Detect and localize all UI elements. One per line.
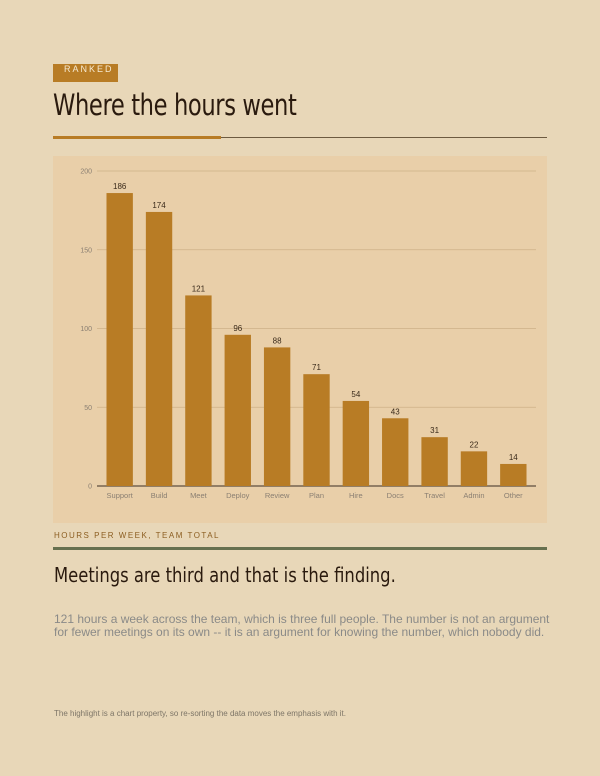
bar [224, 334, 251, 486]
x-tick-label: Build [151, 491, 168, 500]
bar [342, 400, 370, 486]
x-tick-label: Deploy [226, 491, 250, 500]
bar [382, 418, 409, 486]
finding-headline: Meetings are third and that is the findi… [54, 563, 396, 587]
bar-value-label: 71 [312, 363, 321, 372]
bar-value-label: 121 [192, 284, 206, 293]
x-tick-label: Hire [349, 491, 363, 500]
bar-value-label: 174 [152, 201, 166, 210]
bar-value-label: 54 [351, 390, 360, 399]
y-tick-label: 100 [80, 326, 92, 333]
section-divider [53, 547, 547, 550]
y-tick-label: 0 [88, 484, 92, 491]
bar-chart: 0 50 100 150 200 186 Support 174 Build 121 Meet 96 D… [80, 169, 536, 500]
bar [185, 295, 212, 486]
finding-body: 121 hours a week across the team, which … [54, 612, 550, 639]
x-tick-label: Support [107, 491, 134, 500]
y-tick-label: 200 [80, 169, 92, 176]
bar-value-label: 14 [509, 453, 518, 462]
title-rule [53, 137, 547, 138]
section-tag: RANKED [53, 64, 118, 82]
chart-caption: HOURS PER WEEK, TEAM TOTAL [54, 531, 220, 540]
bar [106, 193, 133, 487]
bar-value-label: 96 [233, 324, 242, 333]
bar-value-label: 31 [430, 426, 439, 435]
bar-value-label: 88 [273, 336, 282, 345]
bar [145, 211, 173, 486]
y-tick-label: 150 [80, 247, 92, 254]
x-tick-label: Docs [387, 491, 404, 500]
x-tick-label: Other [504, 491, 523, 500]
bar [500, 463, 527, 486]
footnote: The highlight is a chart property, so re… [54, 709, 346, 718]
x-tick-label: Meet [190, 491, 208, 500]
title-accent-rule [53, 136, 221, 139]
bar-value-label: 22 [470, 440, 479, 449]
bar [460, 451, 488, 486]
x-tick-label: Plan [309, 491, 324, 500]
chart-panel: 0 50 100 150 200 186 Support 174 Build 121 Meet 96 D… [53, 156, 547, 523]
x-tick-label: Travel [424, 491, 445, 500]
x-tick-label: Admin [463, 491, 484, 500]
page-title: Where the hours went [53, 88, 297, 122]
bar-value-label: 43 [391, 407, 400, 416]
bar [303, 374, 330, 486]
bar [263, 347, 291, 486]
bar [421, 437, 448, 486]
x-tick-label: Review [265, 491, 290, 500]
y-tick-label: 50 [84, 405, 92, 412]
bar-value-label: 186 [113, 182, 127, 191]
